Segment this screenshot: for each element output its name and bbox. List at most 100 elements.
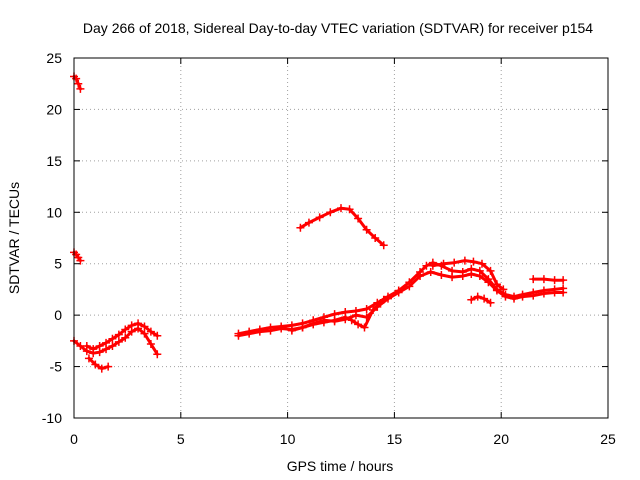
data-point-marker: [296, 223, 305, 232]
data-point-marker: [337, 204, 345, 213]
data-point-marker: [315, 213, 324, 222]
data-point-marker: [450, 258, 459, 267]
data-point-marker: [309, 320, 318, 329]
series-trace: [469, 295, 492, 305]
y-axis-label: SDTVAR / TECUs: [6, 182, 22, 294]
y-tick-label: -5: [50, 359, 63, 375]
data-point-marker: [550, 276, 559, 285]
series-arc-4: [82, 319, 162, 354]
data-point-marker: [448, 273, 457, 282]
data-point-marker: [326, 208, 335, 217]
data-point-marker: [255, 327, 264, 336]
data-point-marker: [559, 288, 568, 297]
x-tick-label: 15: [387, 431, 403, 447]
data-point-marker: [84, 354, 93, 363]
data-point-marker: [458, 272, 467, 281]
data-point-marker: [89, 345, 98, 354]
data-point-marker: [153, 350, 162, 359]
data-point-marker: [287, 326, 296, 335]
data-point-marker: [492, 280, 501, 289]
series-arc-8: [287, 295, 388, 335]
data-point-marker: [354, 320, 363, 329]
series-trace: [298, 206, 386, 247]
data-point-marker: [330, 316, 339, 325]
series-arc-12: [529, 275, 568, 285]
data-point-marker: [72, 74, 81, 83]
data-point-marker: [91, 360, 100, 369]
series-arc-5: [84, 354, 113, 373]
y-axis-tick-labels: -10 -5 0 5 10 15 20 25: [42, 50, 62, 426]
data-point-marker: [550, 288, 559, 297]
data-point-marker: [460, 256, 469, 265]
data-point-marker: [467, 295, 476, 304]
data-point-marker: [469, 257, 478, 266]
data-point-marker: [539, 289, 548, 298]
series-arc-10: [428, 256, 508, 294]
data-point-marker: [304, 218, 313, 227]
chart-title: Day 266 of 2018, Sidereal Day-to-day VTE…: [83, 20, 593, 36]
data-point-marker: [298, 323, 307, 332]
data-point-marker: [345, 205, 354, 214]
data-point-marker: [437, 271, 446, 280]
data-point-marker: [319, 318, 328, 327]
data-point-marker: [140, 322, 149, 331]
data-point-marker: [121, 333, 130, 342]
y-tick-label: 20: [46, 101, 62, 117]
series-arc-11: [467, 292, 495, 307]
data-point-marker: [486, 298, 495, 307]
x-tick-label: 20: [493, 431, 509, 447]
data-point-marker: [114, 330, 123, 339]
x-tick-label: 0: [70, 431, 78, 447]
data-point-marker: [277, 324, 286, 333]
data-point-marker: [362, 225, 371, 234]
data-point-marker: [354, 214, 363, 223]
x-tick-label: 25: [600, 431, 616, 447]
data-point-marker: [473, 292, 482, 301]
data-point-marker: [426, 267, 435, 276]
data-point-marker: [394, 288, 403, 297]
x-tick-label: 5: [177, 431, 185, 447]
data-point-marker: [108, 334, 117, 343]
data-point-marker: [362, 304, 371, 313]
series-trace: [531, 277, 565, 282]
data-point-marker: [428, 261, 437, 270]
data-series: [70, 72, 568, 373]
data-point-marker: [371, 234, 380, 242]
data-point-marker: [146, 339, 155, 348]
data-point-marker: [104, 362, 113, 371]
y-tick-label: 25: [46, 50, 62, 66]
data-point-marker: [439, 259, 448, 268]
y-tick-label: -10: [42, 410, 62, 426]
data-point-marker: [559, 276, 568, 285]
data-point-marker: [74, 79, 83, 88]
data-point-marker: [121, 325, 130, 334]
data-point-marker: [529, 275, 538, 284]
data-point-marker: [539, 275, 548, 284]
data-point-marker: [347, 316, 356, 325]
data-point-marker: [97, 364, 106, 373]
data-point-marker: [484, 278, 493, 287]
y-tick-label: 5: [54, 256, 62, 272]
data-point-marker: [486, 266, 495, 275]
data-point-marker: [501, 292, 510, 301]
data-point-marker: [146, 327, 155, 336]
data-point-marker: [480, 294, 489, 303]
x-axis-tick-labels: 0 5 10 15 20 25: [70, 431, 616, 447]
series-trace: [72, 250, 82, 263]
series-arc-9: [296, 204, 388, 250]
data-point-marker: [341, 313, 350, 322]
data-point-marker: [351, 311, 360, 320]
data-point-marker: [153, 331, 162, 340]
data-point-marker: [234, 331, 243, 340]
data-point-marker: [245, 329, 254, 338]
series-trace: [237, 261, 565, 336]
data-point-marker: [518, 292, 527, 301]
x-axis-label: GPS time / hours: [287, 458, 394, 474]
data-point-marker: [140, 329, 149, 338]
data-point-marker: [266, 326, 275, 335]
data-point-marker: [405, 282, 414, 291]
data-point-marker: [76, 256, 85, 265]
data-point-marker: [108, 342, 117, 350]
data-point-marker: [102, 338, 111, 347]
